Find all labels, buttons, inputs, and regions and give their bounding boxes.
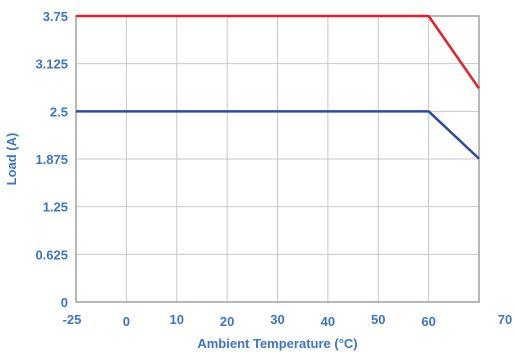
x-tick-label: 70 [498,312,512,327]
x-tick-label: 20 [220,314,234,329]
y-tick-label: 1.25 [43,200,68,215]
x-tick-label: 60 [421,314,435,329]
x-tick-label: 0 [123,314,130,329]
series-line-1 [76,14,481,90]
x-axis-label: Ambient Temperature (°C) [197,336,357,351]
x-tick-labels: -25 0 10 20 30 40 50 60 70 [63,312,513,329]
y-tick-label: 3.75 [43,9,68,24]
x-tick-label: 40 [321,314,335,329]
x-tick-label: 50 [371,312,385,327]
x-tick-label: 30 [270,312,284,327]
y-tick-labels: 0 0.625 1.25 1.875 2.5 3.125 3.75 [35,9,68,310]
y-tick-label: 2.5 [50,104,68,119]
x-tick-label: 10 [170,312,184,327]
y-tick-label: 3.125 [35,57,68,72]
x-tick-label: -25 [63,312,82,327]
y-tick-label: 0.625 [35,247,68,262]
series-line-2 [76,110,480,160]
y-tick-label: 0 [61,295,68,310]
y-tick-label: 1.875 [35,152,68,167]
y-axis-label: Load (A) [4,133,19,186]
series-lines [76,14,481,160]
